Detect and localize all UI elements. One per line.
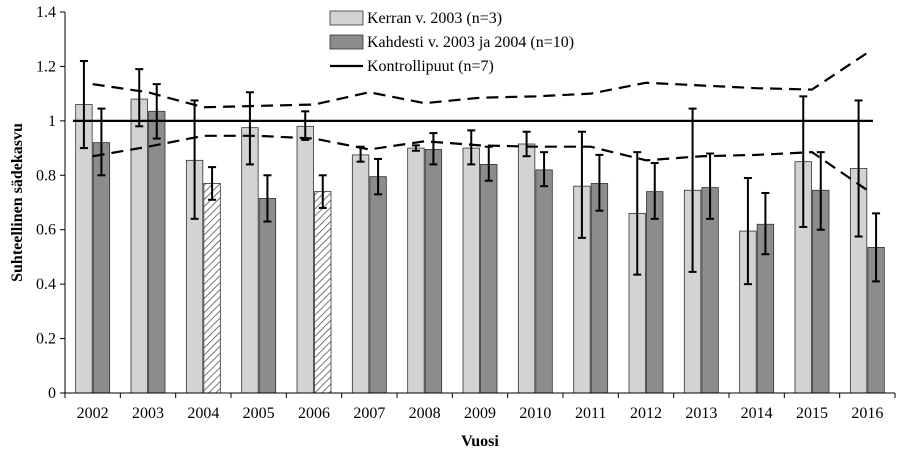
error-bar-kerran-2008 [411, 144, 420, 152]
legend-swatch-kahdesti [329, 34, 364, 50]
error-bar-kahdesti-2011 [595, 153, 604, 212]
legend-swatch-kerran [329, 10, 364, 26]
bar-kahdesti-2011 [590, 183, 609, 394]
legend: Kerran v. 2003 (n=3) Kahdesti v. 2003 ja… [329, 10, 574, 75]
error-bar-kerran-2013 [688, 107, 697, 273]
error-bar-kerran-2014 [743, 177, 752, 286]
y-tick-label-0-2: 0.2 [36, 331, 56, 348]
bar-kerran-2005 [241, 127, 259, 394]
error-bar-kerran-2011 [577, 130, 586, 239]
error-bar-kahdesti-2003 [152, 83, 161, 140]
bar-kerran-2003 [130, 98, 148, 394]
error-bar-kerran-2010 [522, 130, 531, 158]
y-tick-label-1-4: 1.4 [36, 4, 56, 21]
error-bar-kerran-2009 [467, 129, 476, 166]
error-bar-kahdesti-2016 [872, 212, 881, 283]
bar-kahdesti-2005 [258, 198, 277, 394]
x-tick-label-2014: 2014 [741, 405, 773, 422]
axes-layer: 0 0.2 0.4 0.6 0.8 1 1.2 1.4 2002 2003 2004 2005 2006… [36, 4, 896, 422]
error-bar-kerran-2015 [799, 95, 808, 228]
error-bar-kahdesti-2006 [318, 174, 327, 209]
x-tick-label-2013: 2013 [685, 405, 717, 422]
x-tick-label-2009: 2009 [464, 405, 496, 422]
bar-kahdesti-2008 [424, 149, 443, 394]
x-tick-label-2010: 2010 [519, 405, 551, 422]
x-tick-label-2015: 2015 [796, 405, 828, 422]
y-tick-label-1: 1 [48, 113, 56, 130]
error-bar-kahdesti-2012 [650, 162, 659, 220]
bar-kerran-2007 [351, 154, 370, 394]
x-tick-label-2016: 2016 [851, 405, 883, 422]
error-bar-kerran-2016 [854, 99, 863, 238]
bar-kerran-2010 [517, 143, 536, 394]
bar-kahdesti-2002 [92, 142, 111, 394]
error-bar-kerran-2006 [301, 110, 310, 141]
x-axis-title: Vuosi [461, 433, 499, 450]
legend-label-kahdesti: Kahdesti v. 2003 ja 2004 (n=10) [367, 34, 574, 51]
error-bar-kahdesti-2014 [761, 191, 770, 256]
y-tick-label-1-2: 1.2 [36, 58, 56, 75]
bar-kahdesti-2012 [646, 191, 664, 394]
error-bar-kahdesti-2010 [540, 151, 549, 188]
error-bar-kahdesti-2002 [97, 107, 106, 177]
bar-kahdesti-2006 [314, 191, 332, 394]
y-axis-title: Suhteellinen sädekasvu [9, 123, 26, 282]
x-tick-label-2011: 2011 [575, 405, 606, 422]
error-bar-kerran-2003 [135, 68, 144, 128]
error-bar-kahdesti-2008 [429, 132, 438, 166]
error-bar-kahdesti-2005 [263, 174, 272, 223]
error-bar-kahdesti-2015 [816, 151, 825, 231]
error-bar-kerran-2002 [79, 59, 88, 150]
x-tick-label-2005: 2005 [243, 405, 275, 422]
bar-kahdesti-2003 [148, 110, 166, 394]
y-tick-label-0-8: 0.8 [36, 167, 56, 184]
lines-layer [73, 51, 873, 192]
x-tick-label-2003: 2003 [132, 405, 164, 422]
bar-kerran-2008 [407, 147, 425, 394]
x-tick-label-2002: 2002 [77, 405, 109, 422]
bar-kahdesti-2009 [480, 163, 498, 394]
x-tick-label-2007: 2007 [353, 405, 385, 422]
error-bars-layer [79, 59, 881, 286]
control-band-lower-line [92, 134, 868, 192]
error-bar-kahdesti-2004 [208, 166, 217, 201]
legend-label-kerran: Kerran v. 2003 (n=3) [367, 10, 502, 27]
error-bar-kerran-2012 [633, 151, 642, 276]
error-bar-kahdesti-2013 [706, 152, 715, 220]
x-tick-label-2012: 2012 [630, 405, 662, 422]
bar-kahdesti-2010 [535, 169, 553, 394]
x-tick-label-2004: 2004 [187, 405, 219, 422]
error-bar-kahdesti-2007 [374, 157, 383, 196]
bar-kahdesti-2007 [369, 176, 387, 394]
bar-kerran-2006 [296, 125, 314, 394]
y-tick-label-0-6: 0.6 [36, 222, 56, 239]
y-tick-label-0: 0 [48, 385, 56, 402]
x-tick-label-2006: 2006 [298, 405, 330, 422]
error-bar-kerran-2005 [245, 91, 254, 166]
legend-label-kontrollipuut: Kontrollipuut (n=7) [367, 58, 494, 75]
bar-kerran-2009 [462, 147, 480, 394]
y-tick-label-0-4: 0.4 [36, 276, 56, 293]
x-tick-label-2008: 2008 [409, 405, 441, 422]
control-band-upper-line [92, 51, 868, 109]
bars-layer [75, 98, 885, 394]
bar-kahdesti-2004 [203, 183, 221, 394]
